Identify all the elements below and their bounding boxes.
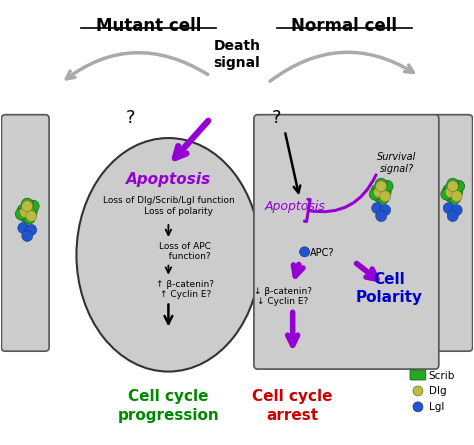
Text: Apoptosis: Apoptosis — [264, 200, 325, 213]
Circle shape — [377, 192, 389, 204]
Text: Cell
Polarity: Cell Polarity — [356, 272, 423, 305]
Circle shape — [27, 200, 39, 212]
Circle shape — [20, 206, 31, 218]
Circle shape — [18, 222, 29, 234]
Text: Cell cycle
progression: Cell cycle progression — [118, 389, 219, 423]
FancyBboxPatch shape — [254, 115, 439, 369]
Circle shape — [451, 186, 463, 198]
Circle shape — [443, 184, 455, 196]
Circle shape — [373, 190, 385, 202]
Circle shape — [447, 181, 458, 192]
Circle shape — [441, 188, 453, 200]
Circle shape — [25, 206, 37, 218]
Circle shape — [447, 178, 459, 190]
Text: ↓ β-catenin?
↓ Cyclin E?: ↓ β-catenin? ↓ Cyclin E? — [254, 287, 312, 306]
Circle shape — [449, 192, 461, 204]
Circle shape — [380, 205, 391, 215]
Text: APC?: APC? — [310, 248, 334, 258]
Circle shape — [15, 208, 27, 220]
Circle shape — [26, 224, 36, 235]
Circle shape — [376, 181, 387, 192]
Text: Scrib: Scrib — [429, 371, 455, 381]
Circle shape — [371, 184, 383, 196]
Text: Normal cell: Normal cell — [292, 17, 397, 35]
Text: Death
signal: Death signal — [213, 39, 261, 70]
Circle shape — [376, 210, 387, 222]
Text: Dlg: Dlg — [429, 386, 447, 396]
FancyBboxPatch shape — [433, 115, 473, 351]
Text: Apoptosis: Apoptosis — [126, 172, 211, 187]
Circle shape — [374, 187, 384, 198]
Circle shape — [21, 198, 33, 210]
Circle shape — [19, 210, 31, 222]
Text: Lgl: Lgl — [429, 402, 444, 412]
Text: ?: ? — [126, 109, 136, 127]
Circle shape — [22, 201, 33, 211]
Circle shape — [23, 212, 35, 224]
Circle shape — [22, 231, 33, 241]
Circle shape — [369, 188, 381, 200]
Circle shape — [413, 386, 423, 396]
Circle shape — [443, 202, 454, 214]
Text: Survival
signal?: Survival signal? — [377, 153, 417, 174]
Circle shape — [451, 191, 462, 202]
Text: ↑ β-catenin?
↑ Cyclin E?: ↑ β-catenin? ↑ Cyclin E? — [156, 279, 214, 299]
FancyBboxPatch shape — [1, 115, 49, 351]
Text: Cell cycle
arrest: Cell cycle arrest — [253, 389, 333, 423]
FancyBboxPatch shape — [410, 370, 426, 380]
Circle shape — [380, 191, 391, 202]
Circle shape — [445, 187, 456, 198]
Circle shape — [445, 190, 457, 202]
Circle shape — [375, 178, 387, 190]
Circle shape — [381, 180, 393, 192]
Text: Mutant cell: Mutant cell — [96, 17, 201, 35]
Text: ?: ? — [272, 109, 282, 127]
Circle shape — [17, 204, 29, 216]
Circle shape — [300, 247, 310, 257]
Circle shape — [26, 210, 36, 222]
Circle shape — [372, 202, 383, 214]
Circle shape — [453, 180, 465, 192]
Circle shape — [451, 205, 462, 215]
Circle shape — [379, 186, 391, 198]
Text: Loss of APC
   function?: Loss of APC function? — [159, 242, 211, 261]
Ellipse shape — [76, 138, 260, 372]
Circle shape — [413, 402, 423, 412]
Text: Loss of Dlg/Scrib/Lgl function
       Loss of polarity: Loss of Dlg/Scrib/Lgl function Loss of p… — [102, 196, 234, 215]
Circle shape — [447, 210, 458, 222]
